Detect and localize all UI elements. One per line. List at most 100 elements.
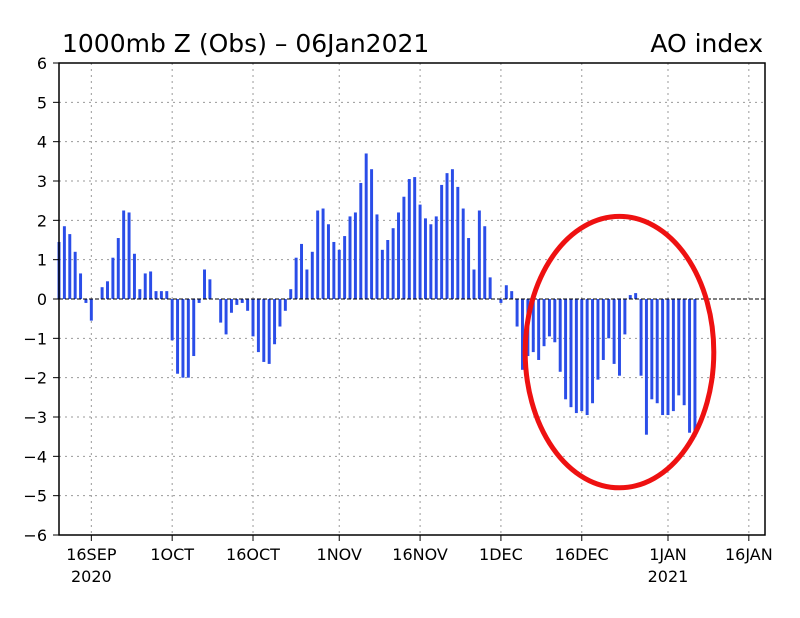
bar bbox=[143, 273, 147, 299]
bar bbox=[62, 226, 66, 299]
bar bbox=[337, 249, 341, 299]
bar bbox=[521, 299, 524, 370]
bar bbox=[445, 173, 449, 299]
y-tick-label: 5 bbox=[37, 93, 47, 112]
bar bbox=[165, 291, 169, 299]
bar bbox=[655, 299, 659, 404]
bar bbox=[203, 269, 206, 299]
bar bbox=[310, 251, 314, 299]
bar bbox=[467, 238, 471, 299]
bar bbox=[353, 212, 357, 299]
bar bbox=[370, 169, 374, 299]
bar bbox=[607, 299, 611, 339]
bar bbox=[558, 299, 562, 372]
bar bbox=[170, 299, 174, 341]
bar bbox=[677, 299, 681, 396]
bar bbox=[316, 210, 320, 299]
x-tick-label: 16SEP bbox=[66, 545, 117, 564]
bar bbox=[671, 299, 675, 412]
y-tick-label: 1 bbox=[37, 251, 47, 270]
y-tick-label: −5 bbox=[23, 487, 47, 506]
bar bbox=[79, 273, 83, 299]
y-tick-label: −1 bbox=[23, 329, 47, 348]
bar bbox=[273, 299, 277, 345]
bar bbox=[289, 289, 293, 299]
bar bbox=[574, 299, 578, 414]
bar bbox=[569, 299, 573, 408]
bar bbox=[391, 228, 395, 299]
x-tick-label: 16DEC bbox=[555, 545, 609, 564]
bar bbox=[267, 299, 271, 364]
bar bbox=[515, 299, 519, 327]
y-tick-label: −6 bbox=[23, 526, 47, 545]
bar bbox=[300, 243, 303, 299]
bar bbox=[682, 299, 686, 406]
bar bbox=[106, 281, 109, 299]
y-tick-label: 0 bbox=[37, 290, 47, 309]
x-tick-label: 1JAN bbox=[649, 545, 687, 564]
bar bbox=[423, 218, 427, 299]
bar bbox=[596, 299, 600, 380]
chart-title-right: AO index bbox=[650, 29, 763, 58]
bar bbox=[159, 291, 163, 299]
bar bbox=[359, 182, 363, 299]
bar bbox=[386, 240, 390, 299]
bar bbox=[553, 299, 557, 343]
y-tick-label: 3 bbox=[37, 172, 47, 191]
bar bbox=[122, 210, 126, 299]
bar bbox=[483, 226, 487, 299]
bar bbox=[440, 184, 444, 299]
bar bbox=[402, 196, 406, 299]
bar bbox=[283, 299, 287, 311]
highlight-circle bbox=[522, 213, 717, 491]
x-tick-label: 1OCT bbox=[150, 545, 194, 564]
bar bbox=[413, 177, 417, 299]
bar bbox=[343, 236, 347, 299]
bar bbox=[154, 291, 158, 299]
bar bbox=[623, 299, 627, 335]
y-axis: −6 −5 −4 −3 −2 −1 0 1 2 3 4 5 6 bbox=[23, 54, 59, 545]
bar bbox=[375, 214, 379, 299]
x-tick-label: 16JAN bbox=[725, 545, 773, 564]
bar bbox=[472, 269, 476, 299]
bar bbox=[456, 186, 460, 299]
bar bbox=[618, 299, 621, 376]
bar bbox=[418, 204, 422, 299]
bar bbox=[450, 169, 454, 299]
bar bbox=[197, 299, 201, 303]
bar bbox=[84, 299, 88, 303]
bar bbox=[262, 299, 266, 362]
bar bbox=[628, 295, 632, 299]
x-tick-label: 16OCT bbox=[226, 545, 280, 564]
bar bbox=[407, 179, 411, 299]
bar bbox=[68, 234, 72, 299]
bar bbox=[510, 291, 514, 299]
bar bbox=[186, 299, 190, 378]
y-tick-label: −3 bbox=[23, 408, 47, 427]
bar bbox=[251, 299, 255, 337]
y-tick-label: −4 bbox=[23, 447, 47, 466]
bar bbox=[477, 210, 481, 299]
bar bbox=[504, 285, 508, 299]
bar bbox=[434, 216, 438, 299]
bar bbox=[601, 299, 605, 360]
x-axis: 16SEP 2020 1OCT 16OCT 1NOV 16NOV 1DEC 16DEC 1JAN… bbox=[66, 535, 773, 586]
x-tick-label: 1NOV bbox=[317, 545, 362, 564]
y-tick-label: 6 bbox=[37, 54, 47, 73]
bar bbox=[634, 293, 638, 299]
bar bbox=[181, 299, 185, 378]
bar bbox=[537, 299, 541, 360]
bar bbox=[208, 279, 212, 299]
bar bbox=[612, 299, 616, 364]
chart-title: 1000mb Z (Obs) – 06Jan2021 bbox=[62, 29, 429, 58]
bar bbox=[192, 299, 196, 357]
bar bbox=[585, 299, 589, 416]
bar bbox=[256, 299, 260, 353]
bar bbox=[240, 299, 244, 303]
bar bbox=[100, 287, 104, 299]
bar-series bbox=[57, 153, 697, 437]
bar bbox=[326, 224, 330, 299]
bar bbox=[246, 299, 250, 311]
bar bbox=[73, 251, 77, 299]
